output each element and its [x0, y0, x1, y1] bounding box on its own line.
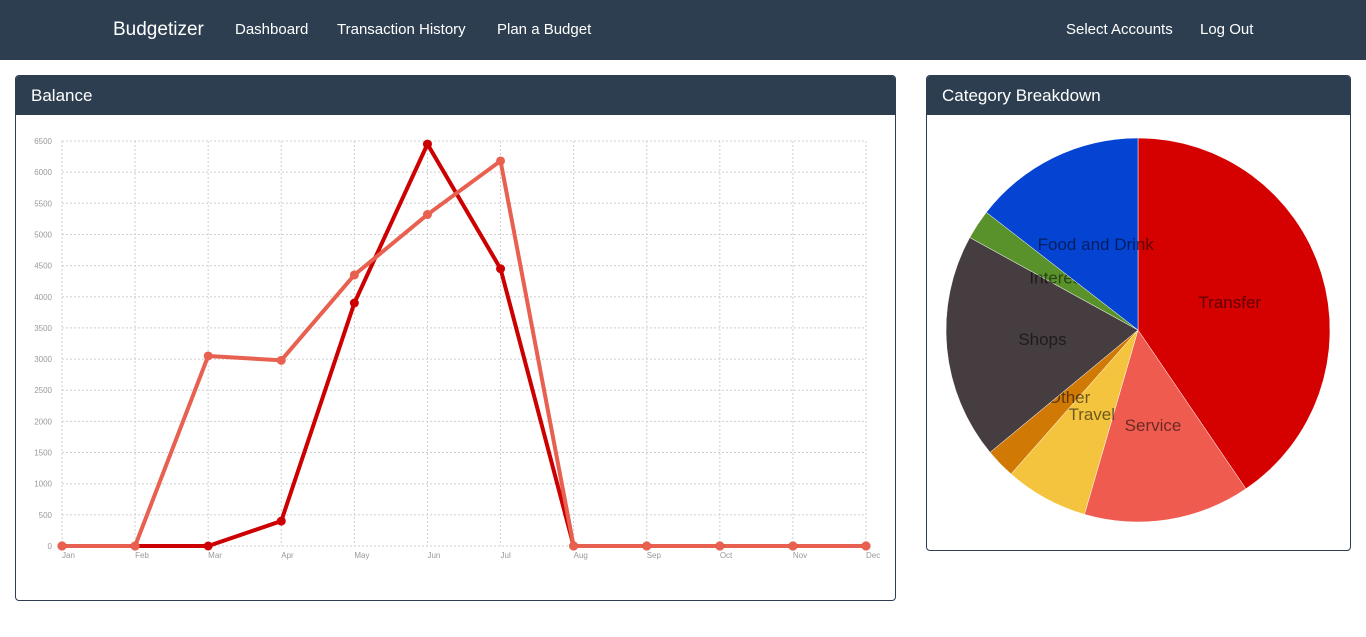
x-tick-label: May [354, 551, 369, 560]
y-tick-label: 2500 [34, 386, 52, 395]
pie-slice-food-and-drink [985, 137, 1139, 331]
category-breakdown-panel: Category Breakdown Transfer Service Travel… [926, 75, 1351, 551]
y-tick-label: 6000 [34, 168, 52, 177]
x-tick-label: Nov [793, 551, 807, 560]
series-2-point [861, 541, 871, 551]
series-1-point [203, 541, 213, 551]
series-line-2 [62, 157, 866, 548]
y-tick-label: 5500 [34, 199, 52, 208]
series-2-point [715, 541, 725, 551]
pie-slice-transfer [1137, 137, 1331, 490]
y-tick-label: 5000 [34, 230, 52, 239]
y-tick-label: 6500 [34, 137, 52, 146]
x-tick-label: Mar [208, 551, 222, 560]
series-1-point [349, 298, 359, 308]
y-tick-label: 500 [39, 511, 53, 520]
nav-link-select-accounts[interactable]: Select Accounts [1066, 21, 1173, 38]
x-tick-label: Dec [866, 551, 880, 560]
series-line-1 [62, 139, 866, 548]
balance-panel: Balance 0 500 1000 1500 2000 2500 3000 3500 4000… [15, 75, 896, 601]
series-2-point [276, 355, 286, 365]
y-tick-label: 4000 [34, 293, 52, 302]
x-tick-label: Jul [501, 551, 511, 560]
x-tick-label: Oct [720, 551, 733, 560]
y-tick-label: 0 [48, 542, 53, 551]
series-1-point [276, 516, 286, 526]
y-tick-label: 4500 [34, 262, 52, 271]
series-2-point [496, 156, 506, 166]
x-tick-label: Apr [281, 551, 294, 560]
navbar: Budgetizer Dashboard Transaction History… [0, 0, 1366, 60]
x-tick-label: Jan [62, 551, 75, 560]
y-tick-label: 3000 [34, 355, 52, 364]
series-2-point [642, 541, 652, 551]
nav-link-dashboard[interactable]: Dashboard [235, 21, 309, 38]
series-2-point [130, 541, 140, 551]
nav-link-plan-a-budget[interactable]: Plan a Budget [497, 21, 592, 38]
series-2-point [788, 541, 798, 551]
pie-slice-label: Shops [1018, 330, 1066, 349]
balance-panel-title: Balance [16, 76, 895, 115]
series-1-point [422, 139, 432, 149]
y-tick-label: 2000 [34, 417, 52, 426]
category-breakdown-panel-title: Category Breakdown [927, 76, 1350, 115]
series-2-point [57, 541, 67, 551]
x-tick-label: Aug [574, 551, 588, 560]
nav-link-transaction-history[interactable]: Transaction History [337, 21, 466, 38]
x-tick-label: Feb [135, 551, 149, 560]
pie-slice-label: Transfer [1198, 293, 1261, 312]
pie-slice-service [1084, 329, 1247, 523]
x-tick-label: Jun [427, 551, 440, 560]
x-tick-label: Sep [647, 551, 662, 560]
series-2-point [349, 270, 359, 280]
pie-slice-label: Food and Drink [1038, 235, 1155, 254]
balance-line-chart: 0 500 1000 1500 2000 2500 3000 3500 4000 4500 5000… [34, 137, 880, 560]
nav-link-log-out[interactable]: Log Out [1200, 21, 1254, 38]
brand-logo[interactable]: Budgetizer [113, 19, 204, 40]
category-pie-chart: TransferServiceTravelOtherShopsInterestF… [945, 137, 1331, 523]
y-tick-label: 1000 [34, 480, 52, 489]
series-2-point [422, 210, 432, 220]
series-2-point [203, 351, 213, 361]
pie-slice-label: Travel [1068, 405, 1115, 424]
series-2-point [569, 541, 579, 551]
y-tick-label: 3500 [34, 324, 52, 333]
pie-slice-shops [945, 237, 1139, 453]
series-1-point [496, 264, 506, 274]
y-tick-label: 1500 [34, 449, 52, 458]
pie-slice-label: Service [1125, 416, 1182, 435]
